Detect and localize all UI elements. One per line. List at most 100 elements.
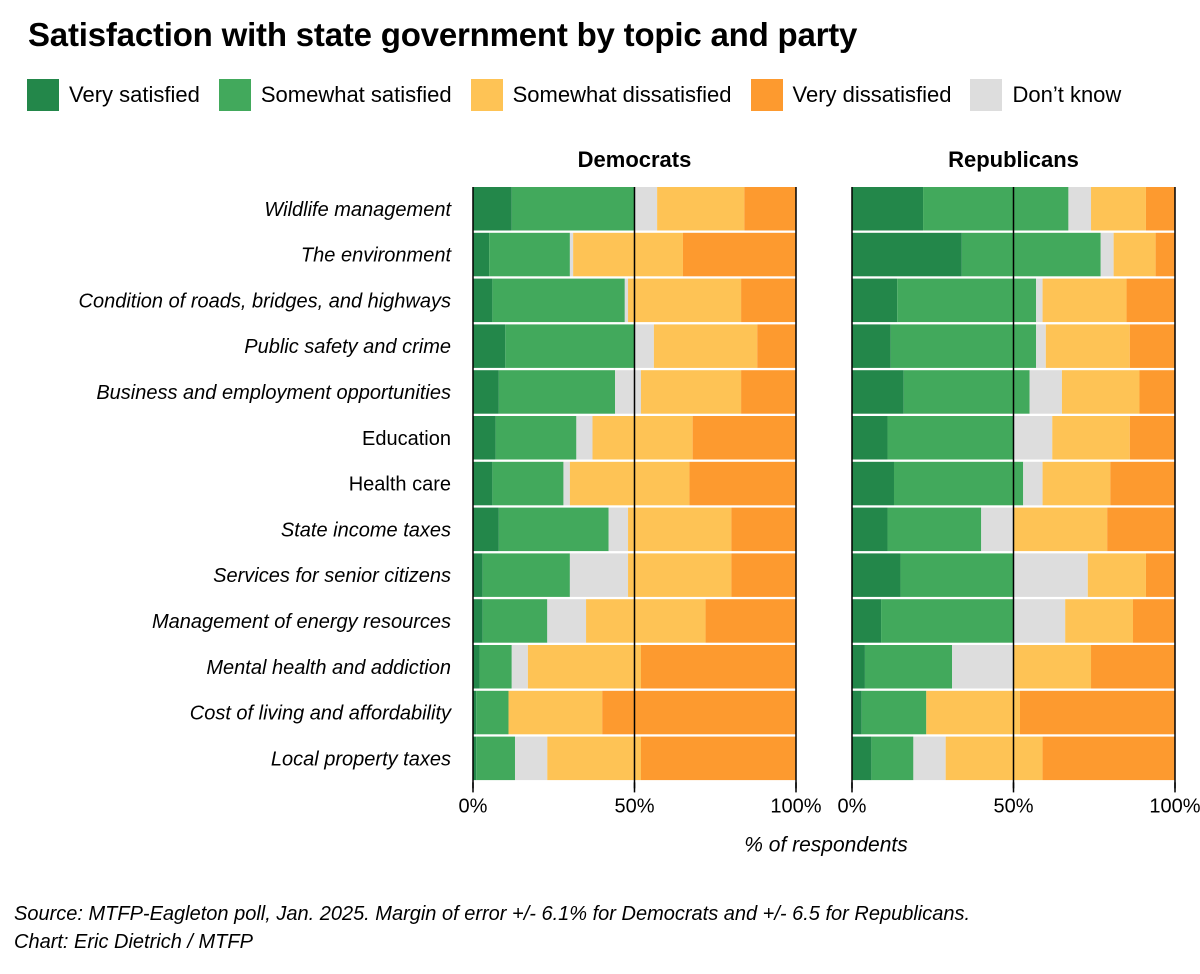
bar-republicans-services-for-senior-citizens-very-dissatisfied <box>1145 553 1175 597</box>
bar-republicans-education-somewhat-dissatisfied <box>1052 416 1130 460</box>
category-label-management-of-energy-resources: Management of energy resources <box>152 611 451 633</box>
bar-republicans-wildlife-management-dont-know <box>1068 187 1092 231</box>
bar-republicans-mental-health-and-addiction-dont-know <box>952 645 1014 689</box>
bar-republicans-education-dont-know <box>1013 416 1053 460</box>
bar-democrats-mental-health-and-addiction-dont-know <box>511 645 528 689</box>
bar-republicans-public-safety-and-crime-dont-know <box>1036 324 1046 368</box>
bar-democrats-management-of-energy-resources-very-dissatisfied <box>705 599 796 643</box>
bar-democrats-public-safety-and-crime-very-satisfied <box>473 324 506 368</box>
bar-republicans-wildlife-management-very-dissatisfied <box>1145 187 1175 231</box>
bar-republicans-state-income-taxes-very-dissatisfied <box>1107 507 1175 552</box>
category-label-public-safety-and-crime: Public safety and crime <box>244 336 451 358</box>
bar-republicans-wildlife-management-somewhat-dissatisfied <box>1091 187 1146 231</box>
bar-republicans-public-safety-and-crime-very-dissatisfied <box>1129 324 1175 368</box>
chart-title: Satisfaction with state government by to… <box>28 16 858 53</box>
bar-democrats-state-income-taxes-very-satisfied <box>473 507 499 552</box>
legend-swatch-very-dissatisfied <box>750 79 783 111</box>
legend-label-somewhat-satisfied: Somewhat satisfied <box>260 82 452 107</box>
tick-label-democrats-100: 100% <box>770 795 821 817</box>
bar-democrats-state-income-taxes-somewhat-dissatisfied <box>628 507 732 552</box>
bar-republicans-management-of-energy-resources-somewhat-dissatisfied <box>1065 599 1134 643</box>
bar-democrats-wildlife-management-somewhat-dissatisfied <box>657 187 745 231</box>
bar-democrats-state-income-taxes-very-dissatisfied <box>731 507 796 552</box>
legend-label-dont-know: Don’t know <box>1012 82 1122 107</box>
bar-democrats-state-income-taxes-dont-know <box>608 507 629 552</box>
bar-democrats-services-for-senior-citizens-dont-know <box>569 553 629 597</box>
bar-democrats-education-very-satisfied <box>473 416 496 460</box>
category-label-condition-of-roads-bridges-and-highways: Condition of roads, bridges, and highway… <box>79 290 451 312</box>
bar-republicans-services-for-senior-citizens-very-satisfied <box>852 553 901 597</box>
bar-republicans-state-income-taxes-somewhat-satisfied <box>887 507 982 552</box>
bar-republicans-mental-health-and-addiction-somewhat-satisfied <box>864 645 953 689</box>
tick-label-democrats-50: 50% <box>614 795 654 817</box>
bar-republicans-the-environment-dont-know <box>1100 232 1114 277</box>
bar-democrats-the-environment-somewhat-satisfied <box>489 232 570 277</box>
category-label-health-care: Health care <box>349 474 451 496</box>
bar-democrats-management-of-energy-resources-somewhat-satisfied <box>482 599 548 643</box>
bar-republicans-business-and-employment-opportunities-somewhat-dissatisfied <box>1061 370 1140 414</box>
bar-democrats-condition-of-roads-bridges-and-highways-somewhat-satisfied <box>492 278 625 323</box>
bar-democrats-business-and-employment-opportunities-dont-know <box>615 370 641 414</box>
bar-republicans-cost-of-living-and-affordability-somewhat-dissatisfied <box>926 690 1020 735</box>
category-label-wildlife-management: Wildlife management <box>264 199 452 221</box>
bar-republicans-mental-health-and-addiction-very-satisfied <box>852 645 865 689</box>
bar-republicans-public-safety-and-crime-somewhat-satisfied <box>890 324 1037 368</box>
bar-democrats-business-and-employment-opportunities-very-dissatisfied <box>741 370 796 414</box>
category-label-business-and-employment-opportunities: Business and employment opportunities <box>96 382 451 404</box>
bar-democrats-services-for-senior-citizens-somewhat-dissatisfied <box>628 553 732 597</box>
legend-label-somewhat-dissatisfied: Somewhat dissatisfied <box>512 82 732 107</box>
bar-democrats-public-safety-and-crime-somewhat-satisfied <box>505 324 635 368</box>
bar-democrats-mental-health-and-addiction-very-satisfied <box>473 645 480 689</box>
bar-republicans-management-of-energy-resources-dont-know <box>1013 599 1066 643</box>
bar-democrats-education-somewhat-satisfied <box>495 416 577 460</box>
bar-republicans-health-care-very-dissatisfied <box>1110 461 1175 506</box>
bar-democrats-mental-health-and-addiction-very-dissatisfied <box>640 645 796 689</box>
category-label-cost-of-living-and-affordability: Cost of living and affordability <box>190 703 452 725</box>
legend-label-very-dissatisfied: Very dissatisfied <box>792 82 952 107</box>
bar-democrats-wildlife-management-somewhat-satisfied <box>511 187 635 231</box>
bar-republicans-management-of-energy-resources-very-satisfied <box>852 599 882 643</box>
bar-democrats-business-and-employment-opportunities-somewhat-dissatisfied <box>640 370 742 414</box>
bar-democrats-public-safety-and-crime-somewhat-dissatisfied <box>653 324 758 368</box>
bar-republicans-condition-of-roads-bridges-and-highways-very-dissatisfied <box>1126 278 1175 323</box>
bar-republicans-business-and-employment-opportunities-very-satisfied <box>852 370 904 414</box>
bar-republicans-education-very-satisfied <box>852 416 888 460</box>
bar-republicans-local-property-taxes-somewhat-satisfied <box>871 736 914 781</box>
bar-republicans-condition-of-roads-bridges-and-highways-somewhat-satisfied <box>897 278 1037 323</box>
bar-republicans-local-property-taxes-dont-know <box>913 736 946 781</box>
bar-democrats-the-environment-very-dissatisfied <box>682 232 796 277</box>
tick-label-democrats-0: 0% <box>459 795 488 817</box>
bar-democrats-condition-of-roads-bridges-and-highways-somewhat-dissatisfied <box>628 278 742 323</box>
category-label-education: Education <box>362 428 451 450</box>
bar-republicans-local-property-taxes-somewhat-dissatisfied <box>945 736 1043 781</box>
bar-republicans-the-environment-very-dissatisfied <box>1155 232 1175 277</box>
legend-item-dont-know: Don’t know <box>970 79 1121 111</box>
bar-republicans-services-for-senior-citizens-somewhat-satisfied <box>900 553 1014 597</box>
bar-democrats-education-very-dissatisfied <box>692 416 796 460</box>
bar-republicans-education-somewhat-satisfied <box>887 416 1014 460</box>
bar-democrats-cost-of-living-and-affordability-very-dissatisfied <box>602 690 796 735</box>
bar-democrats-public-safety-and-crime-dont-know <box>634 324 654 368</box>
bar-republicans-condition-of-roads-bridges-and-highways-dont-know <box>1036 278 1043 323</box>
bar-democrats-the-environment-somewhat-dissatisfied <box>573 232 683 277</box>
source-line: Source: MTFP-Eagleton poll, Jan. 2025. M… <box>14 903 971 925</box>
bar-democrats-cost-of-living-and-affordability-somewhat-satisfied <box>476 690 509 735</box>
bar-republicans-state-income-taxes-somewhat-dissatisfied <box>1013 507 1108 552</box>
legend: Very satisfied Somewhat satisfied Somewh… <box>27 78 1140 112</box>
bar-republicans-local-property-taxes-very-dissatisfied <box>1042 736 1175 781</box>
bar-democrats-services-for-senior-citizens-very-satisfied <box>473 553 483 597</box>
bar-republicans-health-care-somewhat-satisfied <box>893 461 1024 506</box>
bar-democrats-management-of-energy-resources-very-satisfied <box>473 599 483 643</box>
bar-democrats-public-safety-and-crime-very-dissatisfied <box>757 324 796 368</box>
bar-democrats-business-and-employment-opportunities-very-satisfied <box>473 370 499 414</box>
bar-republicans-the-environment-somewhat-dissatisfied <box>1113 232 1156 277</box>
category-label-local-property-taxes: Local property taxes <box>271 748 451 770</box>
bar-democrats-health-care-very-dissatisfied <box>689 461 796 506</box>
bar-democrats-local-property-taxes-very-satisfied <box>473 736 477 781</box>
bar-republicans-management-of-energy-resources-somewhat-satisfied <box>881 599 1014 643</box>
bar-republicans-the-environment-very-satisfied <box>852 232 962 277</box>
legend-swatch-somewhat-satisfied <box>218 79 251 111</box>
bar-democrats-cost-of-living-and-affordability-very-satisfied <box>473 690 477 735</box>
bar-democrats-mental-health-and-addiction-somewhat-satisfied <box>479 645 512 689</box>
credit-line: Chart: Eric Dietrich / MTFP <box>14 931 253 953</box>
